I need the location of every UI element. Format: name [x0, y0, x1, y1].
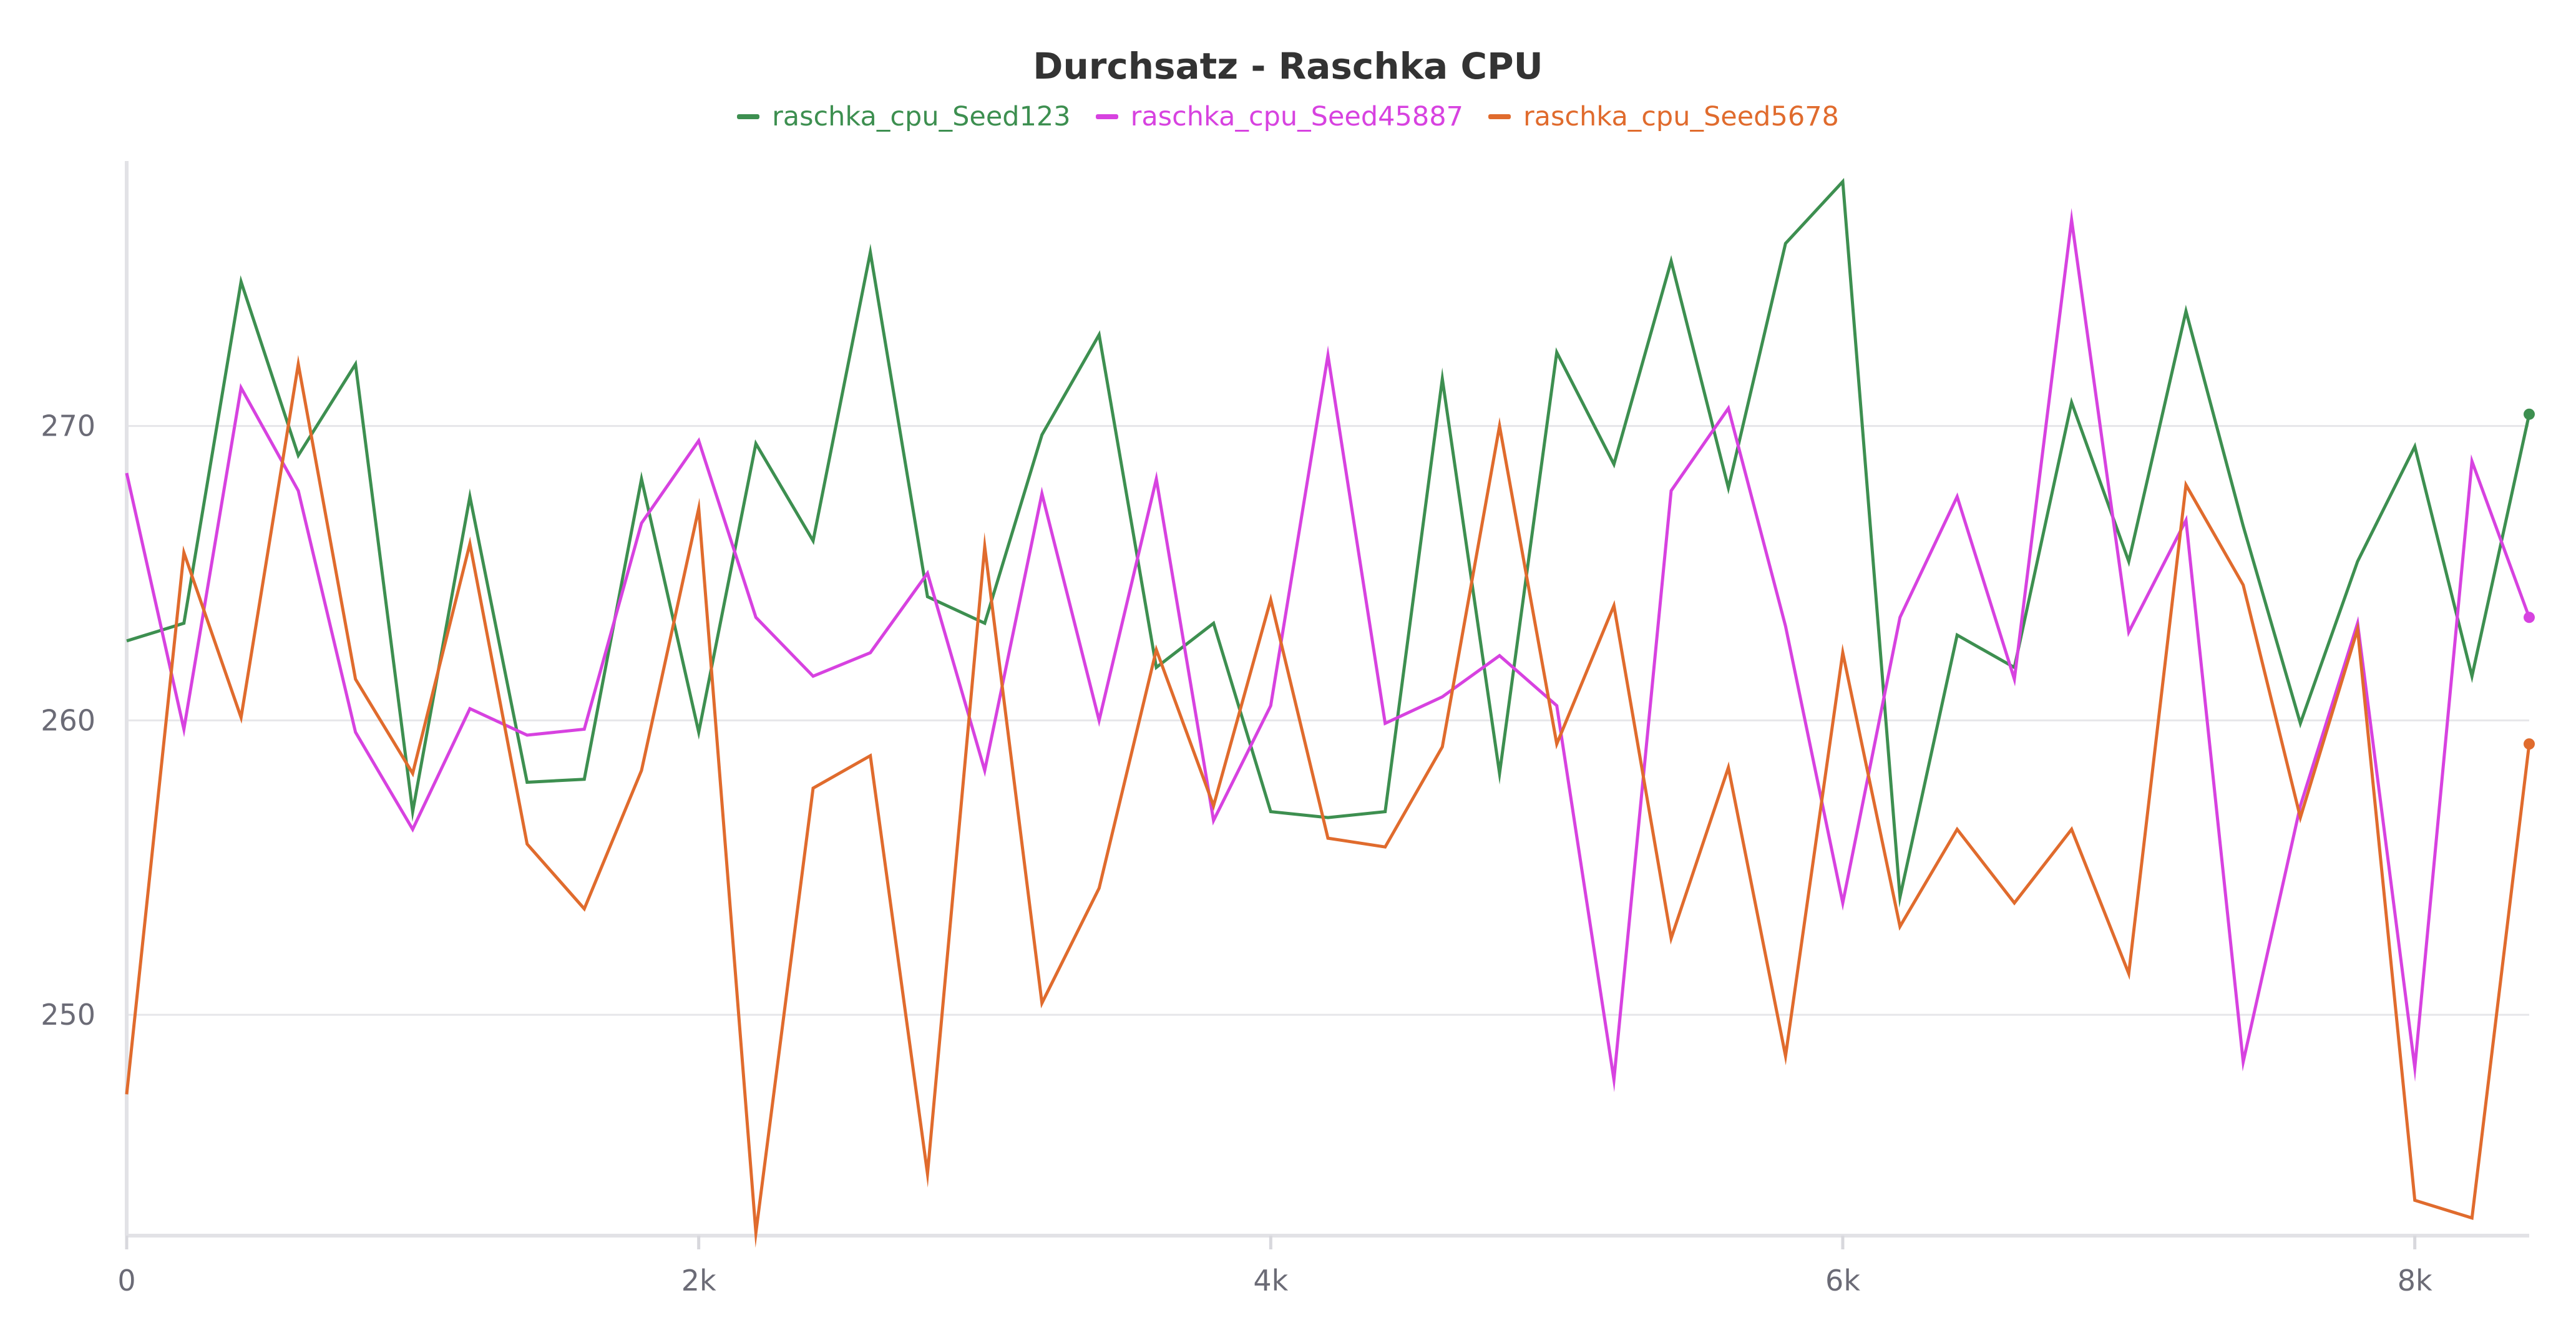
tick-layer: 250 260 270 0 2k 4k 6k 8k	[41, 409, 2432, 1297]
series-line-raschka_cpu_Seed5678[interactable]	[125, 354, 2531, 1248]
grid-layer	[127, 425, 2529, 1016]
y-tick-label: 250	[41, 998, 95, 1032]
series-end-marker	[2524, 408, 2535, 420]
legend-item-seed45887[interactable]: raschka_cpu_Seed45887	[1095, 101, 1463, 132]
series-end-marker	[2524, 612, 2535, 623]
y-tick-label: 260	[41, 703, 95, 737]
legend-label-seed123: raschka_cpu_Seed123	[772, 101, 1071, 132]
series-layer	[125, 178, 2535, 1248]
axis-layer	[125, 161, 2529, 1249]
x-tick-label: 2k	[681, 1264, 716, 1297]
legend-swatch-seed45887	[1095, 114, 1118, 119]
legend-swatch-seed123	[737, 114, 760, 119]
legend-label-seed5678: raschka_cpu_Seed5678	[1523, 101, 1839, 132]
y-tick-label: 270	[41, 409, 95, 443]
series-line-raschka_cpu_Seed45887[interactable]	[125, 208, 2531, 1093]
legend-label-seed45887: raschka_cpu_Seed45887	[1130, 101, 1463, 132]
legend-item-seed5678[interactable]: raschka_cpu_Seed5678	[1488, 101, 1839, 132]
legend-item-seed123[interactable]: raschka_cpu_Seed123	[737, 101, 1071, 132]
x-tick-label: 0	[117, 1264, 135, 1297]
series-end-marker	[2524, 738, 2535, 750]
x-tick-label: 4k	[1253, 1264, 1288, 1297]
series-line-raschka_cpu_Seed123[interactable]	[126, 178, 2531, 908]
legend: raschka_cpu_Seed123 raschka_cpu_Seed4588…	[0, 101, 2576, 132]
chart-title: Durchsatz - Raschka CPU	[1033, 45, 1543, 87]
legend-swatch-seed5678	[1488, 114, 1511, 119]
x-tick-label: 6k	[1825, 1264, 1860, 1297]
x-tick-label: 8k	[2398, 1264, 2432, 1297]
